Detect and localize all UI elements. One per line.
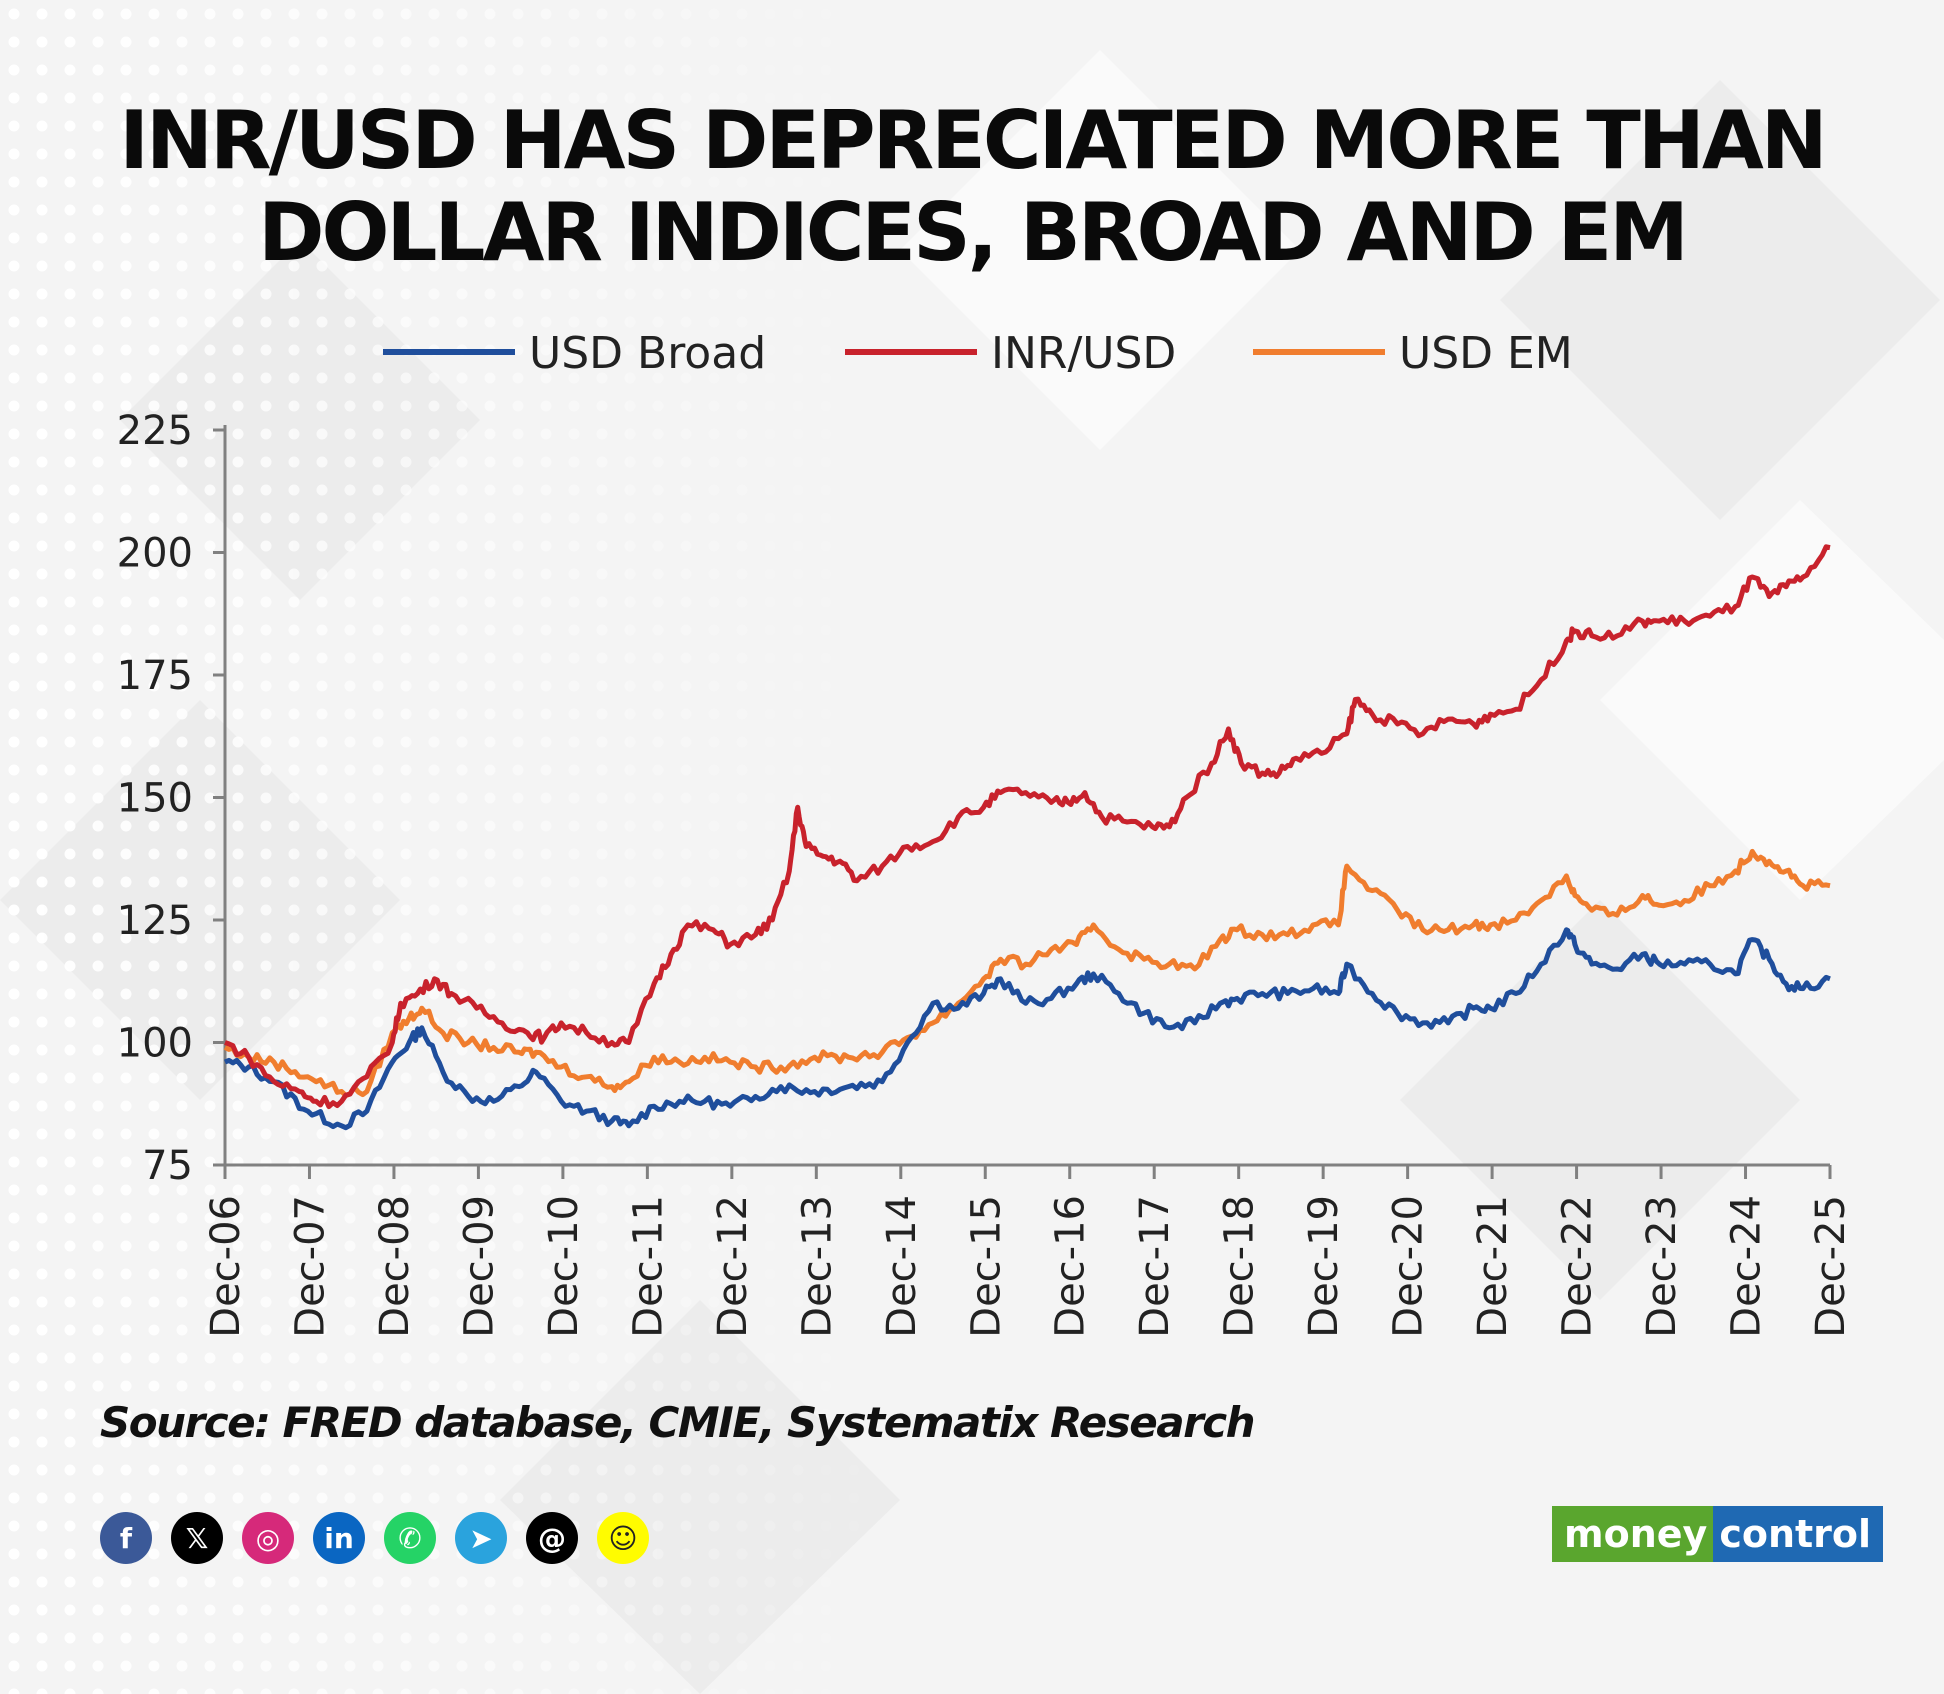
series-line-usd-em <box>223 848 1831 1099</box>
whatsapp-icon[interactable]: ✆ <box>384 1512 436 1564</box>
x-tick-label: Dec-23 <box>1639 1195 1685 1338</box>
x-tick-label: Dec-10 <box>541 1195 587 1338</box>
series-lines <box>223 544 1831 1131</box>
x-tick-label: Dec-24 <box>1724 1195 1770 1338</box>
x-tick-label: Dec-08 <box>372 1195 418 1338</box>
y-tick-label: 150 <box>117 776 193 822</box>
chart-legend: USD Broad INR/USD USD EM <box>383 328 1573 379</box>
logo-part-money: money <box>1552 1506 1714 1562</box>
telegram-icon[interactable]: ➤ <box>455 1512 507 1564</box>
title-line-1: INR/USD HAS DEPRECIATED MORE THAN <box>119 94 1827 187</box>
source-note: Source: FRED database, CMIE, Systematix … <box>100 1398 1256 1447</box>
chart-title: INR/USD HAS DEPRECIATED MORE THAN DOLLAR… <box>0 95 1944 279</box>
x-tick-label: Dec-16 <box>1048 1195 1094 1338</box>
x-icon[interactable]: 𝕏 <box>171 1512 223 1564</box>
x-tick-label: Dec-15 <box>963 1195 1009 1338</box>
x-tick-label: Dec-19 <box>1301 1195 1347 1338</box>
x-tick-label: Dec-17 <box>1132 1195 1178 1338</box>
facebook-icon[interactable]: f <box>100 1512 152 1564</box>
x-tick-label: Dec-06 <box>203 1195 249 1338</box>
title-line-2: DOLLAR INDICES, BROAD AND EM <box>258 186 1689 279</box>
series-line-inr-usd <box>224 544 1831 1110</box>
moneycontrol-logo: money control <box>1552 1506 1884 1562</box>
x-tick-label: Dec-22 <box>1555 1195 1601 1338</box>
x-tick-label: Dec-25 <box>1808 1195 1854 1338</box>
x-tick-label: Dec-21 <box>1470 1195 1516 1338</box>
instagram-icon[interactable]: ◎ <box>242 1512 294 1564</box>
y-tick-label: 225 <box>117 408 193 454</box>
x-axis: Dec-06 Dec-07 Dec-08 Dec-09 Dec-10 Dec-11 Dec-… <box>203 1163 1854 1338</box>
x-tick-label: Dec-11 <box>625 1195 671 1338</box>
snapchat-icon[interactable]: ☺ <box>597 1512 649 1564</box>
legend-label: USD Broad <box>529 328 766 379</box>
social-icons: f 𝕏 ◎ in ✆ ➤ @ ☺ <box>100 1512 668 1564</box>
x-tick-label: Dec-14 <box>879 1195 925 1338</box>
y-tick-label: 100 <box>117 1021 193 1067</box>
x-tick-label: Dec-09 <box>456 1195 502 1338</box>
y-tick-label: 200 <box>117 531 193 577</box>
y-tick-label: 125 <box>117 898 193 944</box>
threads-icon[interactable]: @ <box>526 1512 578 1564</box>
y-tick-label: 75 <box>142 1143 193 1189</box>
x-tick-label: Dec-20 <box>1386 1195 1432 1338</box>
line-chart: USD Broad INR/USD USD EM 75 100 125 150 175 200… <box>117 328 1854 1338</box>
y-tick-label: 175 <box>117 653 193 699</box>
legend-label: INR/USD <box>991 328 1176 379</box>
x-tick-label: Dec-18 <box>1217 1195 1263 1338</box>
logo-part-control: control <box>1713 1506 1884 1562</box>
x-tick-label: Dec-12 <box>710 1195 756 1338</box>
linkedin-icon[interactable]: in <box>313 1512 365 1564</box>
x-tick-label: Dec-13 <box>794 1195 840 1338</box>
series-line-usd-broad <box>224 927 1831 1131</box>
x-tick-label: Dec-07 <box>287 1195 333 1338</box>
y-axis: 75 100 125 150 175 200 225 <box>117 408 227 1189</box>
legend-label: USD EM <box>1399 328 1573 379</box>
